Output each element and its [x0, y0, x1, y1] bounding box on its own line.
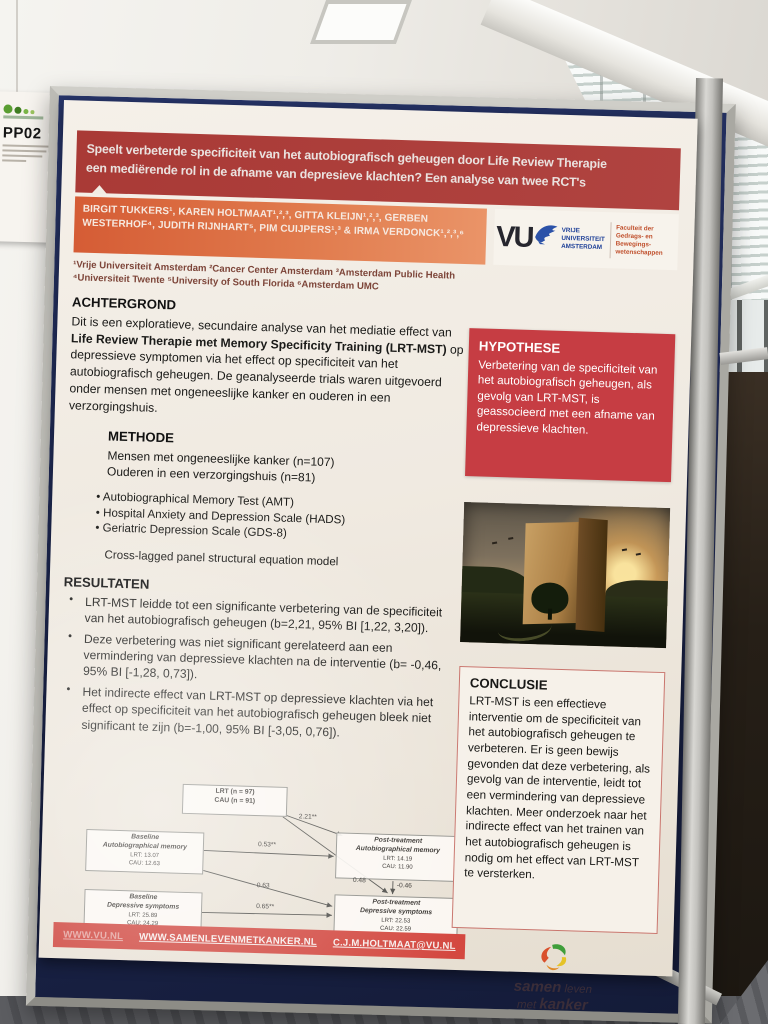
methode-model-line: Cross-lagged panel structural equation m… [104, 548, 339, 569]
research-poster: Speelt verbeterde specificiteit van het … [38, 100, 698, 1014]
path-model-diagram: LRT (n = 97) CAU (n = 91) Baseline Autob… [83, 781, 467, 942]
hypothese-heading: HYPOTHESE [478, 338, 561, 356]
logo-divider [609, 222, 612, 259]
diagram-box-baseline-am: Baseline Autobiographical memory LRT: 13… [85, 828, 205, 875]
conclusie-text: LRT-MST is een effectieve interventie om… [464, 694, 651, 882]
condition-cau-n: CAU (n = 91) [214, 796, 256, 805]
hypothese-box: HYPOTHESE Verbetering van de specificite… [465, 328, 676, 483]
path-coef-baseam-postds: 0.63 [256, 882, 270, 890]
samenlevenmetkanker-url: WWW.SAMENLEVENMETKANKER.NL [138, 931, 318, 948]
path-coef-baseam-postam: 0.53** [257, 841, 277, 849]
conclusie-heading: CONCLUSIE [469, 675, 548, 693]
title-bar-notch [91, 184, 108, 195]
path-coef-cond-postds: 0.48 [352, 876, 366, 885]
right-column: HYPOTHESE Verbetering van de specificite… [449, 306, 676, 1016]
hypothese-text: Verbetering van de specificiteit van het… [476, 358, 658, 437]
slk-samen: samen [513, 977, 562, 997]
achtergrond-text: Dit is een exploratieve, secundaire anal… [69, 313, 472, 425]
author-list: BIRGIT TUKKERS¹, KAREN HOLTMAAT¹,²,³, GI… [73, 196, 487, 265]
book-landscape-image [460, 502, 671, 649]
vu-griffin-icon [535, 225, 558, 245]
methode-bullets: Autobiographical Memory Test (AMT) Hospi… [95, 490, 466, 548]
resultaten-section: RESULTATEN LRT-MST leidde tot een signif… [59, 574, 464, 743]
slk-swirl-icon [541, 944, 567, 971]
resultaten-bullet: LRT-MST leidde tot een significante verb… [68, 593, 463, 637]
path-coef-cond-postam: 2.21** [298, 813, 317, 821]
diagram-box-post-am: Post-treatment Autobiographical memory L… [335, 832, 461, 883]
left-column: ACHTERGROND Dit is een exploratieve, sec… [59, 294, 472, 748]
slk-kanker: kanker [539, 995, 589, 1014]
resultaten-list: LRT-MST leidde tot een significante verb… [65, 593, 463, 743]
wall-seam [16, 0, 18, 130]
vu-uni-line: AMSTERDAM [561, 242, 603, 252]
congress-logo-dots-icon [3, 99, 55, 115]
vu-logo: VU VRIJE UNIVERSITEIT AMSTERDAM Facultei… [493, 208, 679, 271]
path-coef-postam-postds: -0.46 [396, 882, 412, 890]
side-poster-text-line [2, 154, 43, 158]
methode-section: METHODE Mensen met ongeneeslijke kanker … [102, 429, 468, 572]
diagram-box-condition: LRT (n = 97) CAU (n = 91) [181, 783, 288, 817]
side-poster-code: PP02 [2, 124, 42, 143]
slk-leven: leven [561, 983, 593, 997]
slk-logo-text: samen leven met kanker [449, 977, 656, 1017]
vu-faculty-name: Faculteit der Gedrags- en Bewegings- wet… [615, 224, 663, 258]
book-cover [575, 517, 608, 632]
side-poster-text-line [2, 144, 49, 148]
slk-met: met [516, 998, 540, 1012]
tree-trunk [547, 608, 552, 620]
resultaten-bullet: Het indirecte effect van LRT-MST op depr… [65, 684, 460, 744]
path-coef-baseds-postds: 0.65** [256, 903, 275, 911]
side-poster-text-line [2, 149, 47, 153]
side-poster-caption-line [3, 115, 44, 120]
vu-wordmark: VU [495, 220, 533, 254]
samenlevenmetkanker-logo: samen leven met kanker [449, 938, 657, 1017]
affiliations: ¹Vrije Universiteit Amsterdam ²Cancer Ce… [72, 259, 456, 293]
vu-url: WWW.VU.NL [63, 929, 124, 943]
contact-email: C.J.M.HOLTMAAT@VU.NL [332, 937, 456, 952]
vu-university-name: VRIJE UNIVERSITEIT AMSTERDAM [561, 227, 605, 253]
side-poster-text-line [2, 159, 27, 163]
vu-fac-line: wetenschappen [615, 248, 663, 257]
resultaten-bullet: Deze verbetering was niet significant ge… [67, 630, 462, 690]
conclusie-box: CONCLUSIE LRT-MST is een effectieve inte… [451, 665, 666, 934]
ceiling-light [309, 0, 413, 44]
